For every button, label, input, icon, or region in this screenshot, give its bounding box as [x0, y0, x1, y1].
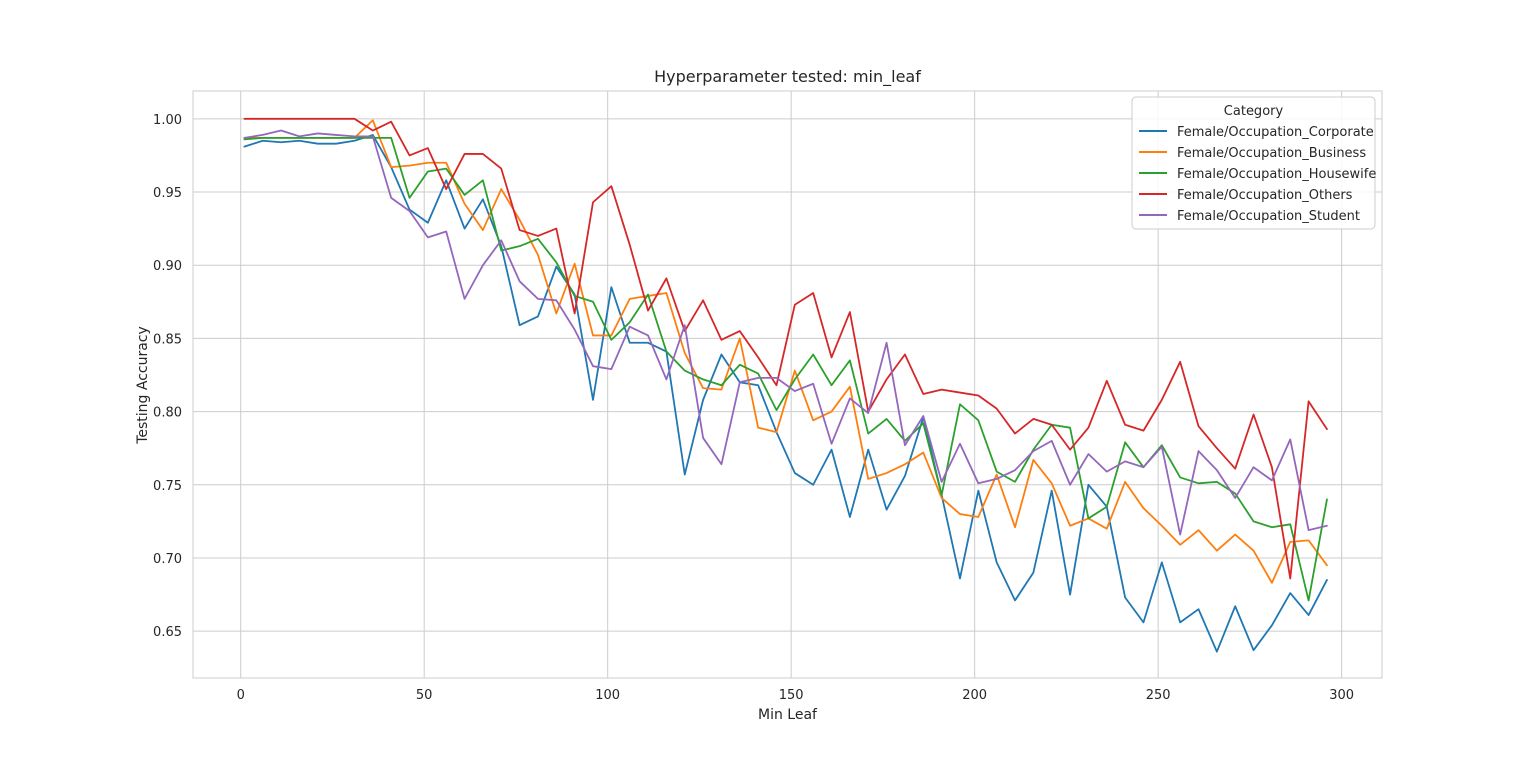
y-tick-label: 0.85	[153, 332, 182, 347]
legend-label: Female/Occupation_Student	[1177, 209, 1360, 224]
y-tick-label: 0.70	[153, 552, 182, 567]
chart-title: Hyperparameter tested: min_leaf	[654, 67, 921, 87]
series-lines	[243, 117, 1328, 653]
series-line-4	[243, 117, 1328, 580]
x-axis-ticks: 0 50 100 150 200 250 300	[237, 688, 1354, 703]
plot-frame	[192, 90, 1383, 679]
y-axis-ticks: 0.65 0.70 0.75 0.80 0.85 0.90 0.95 1.00	[153, 113, 182, 640]
y-tick-label: 0.95	[153, 186, 182, 201]
series-line-1	[243, 134, 1328, 653]
legend-label: Female/Occupation_Housewife	[1177, 167, 1376, 182]
series-line-2	[243, 119, 1328, 584]
x-tick-label: 100	[595, 688, 620, 703]
series-line-5	[243, 129, 1328, 536]
y-tick-label: 0.90	[153, 259, 182, 274]
legend-title: Category	[1224, 104, 1284, 119]
y-tick-label: 1.00	[153, 113, 182, 128]
legend: Category Female/Occupation_CorporateFema…	[1131, 96, 1376, 230]
y-tick-label: 0.65	[153, 625, 182, 640]
y-tick-label: 0.80	[153, 406, 182, 421]
x-tick-label: 200	[962, 688, 987, 703]
x-tick-label: 50	[416, 688, 433, 703]
x-tick-label: 250	[1146, 688, 1171, 703]
x-axis-label: Min Leaf	[758, 707, 818, 723]
x-tick-label: 0	[237, 688, 245, 703]
y-axis-label: Testing Accuracy	[135, 326, 151, 445]
legend-box	[1131, 96, 1376, 230]
legend-label: Female/Occupation_Business	[1177, 146, 1366, 161]
x-tick-label: 150	[779, 688, 804, 703]
legend-items: Female/Occupation_Corporate Female/Occupa…	[1139, 125, 1376, 224]
y-tick-label: 0.75	[153, 479, 182, 494]
legend-label: Female/Occupation_Others	[1177, 188, 1353, 203]
x-tick-label: 300	[1329, 688, 1354, 703]
legend-label: Female/Occupation_Corporate	[1177, 125, 1374, 140]
